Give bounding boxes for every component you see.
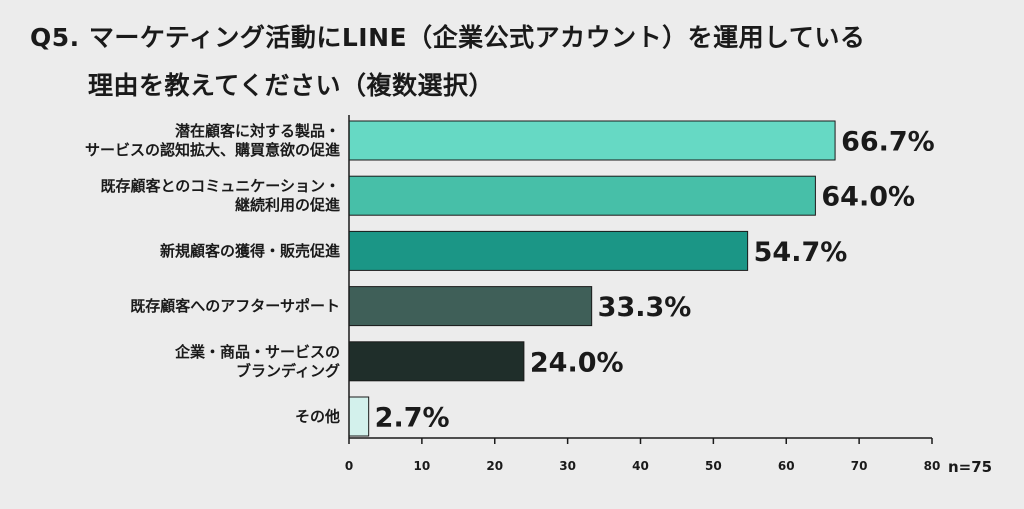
bar-1 <box>348 120 836 161</box>
category-label-2-line-1: 既存顧客とのコミュニケーション・ <box>100 177 340 195</box>
x-tick-label-40: 40 <box>632 459 649 473</box>
value-label-2: 64.0% <box>821 182 915 213</box>
value-label-4: 33.3% <box>598 292 692 323</box>
bar-4 <box>348 286 593 327</box>
sample-size-note: n=75 <box>948 458 992 476</box>
category-label-6-line-1: その他 <box>295 408 340 426</box>
bar-2 <box>348 175 816 216</box>
x-tick-label-20: 20 <box>486 459 503 473</box>
category-label-1-line-2: サービスの認知拡大、購買意欲の促進 <box>85 141 341 159</box>
value-label-5: 24.0% <box>530 347 624 378</box>
x-tick-label-50: 50 <box>705 459 722 473</box>
bar-5 <box>348 341 525 382</box>
category-label-3-line-1: 新規顧客の獲得・販売促進 <box>160 242 341 260</box>
x-tick-label-80: 80 <box>924 459 941 473</box>
value-label-1: 66.7% <box>841 127 935 158</box>
category-label-4-line-1: 既存顧客へのアフターサポート <box>130 297 340 315</box>
x-tick-label-60: 60 <box>778 459 795 473</box>
x-tick-label-0: 0 <box>345 459 353 473</box>
bar-3 <box>348 230 749 271</box>
x-tick-label-30: 30 <box>559 459 576 473</box>
chart-title-line-1: Q5. マーケティング活動にLINE（企業公式アカウント）を運用している <box>30 23 866 52</box>
category-label-1-line-1: 潜在顧客に対する製品・ <box>175 122 340 140</box>
value-label-6: 2.7% <box>375 403 450 434</box>
category-label-2-line-2: 継続利用の促進 <box>235 196 341 214</box>
x-tick-label-70: 70 <box>851 459 868 473</box>
value-label-3: 54.7% <box>754 237 848 268</box>
chart-title-line-2: 理由を教えてください（複数選択） <box>88 71 495 100</box>
bar-6 <box>348 396 370 437</box>
category-label-5-line-1: 企業・商品・サービスの <box>174 343 340 361</box>
category-label-5-line-2: ブランディング <box>236 362 340 380</box>
x-tick-label-10: 10 <box>414 459 431 473</box>
